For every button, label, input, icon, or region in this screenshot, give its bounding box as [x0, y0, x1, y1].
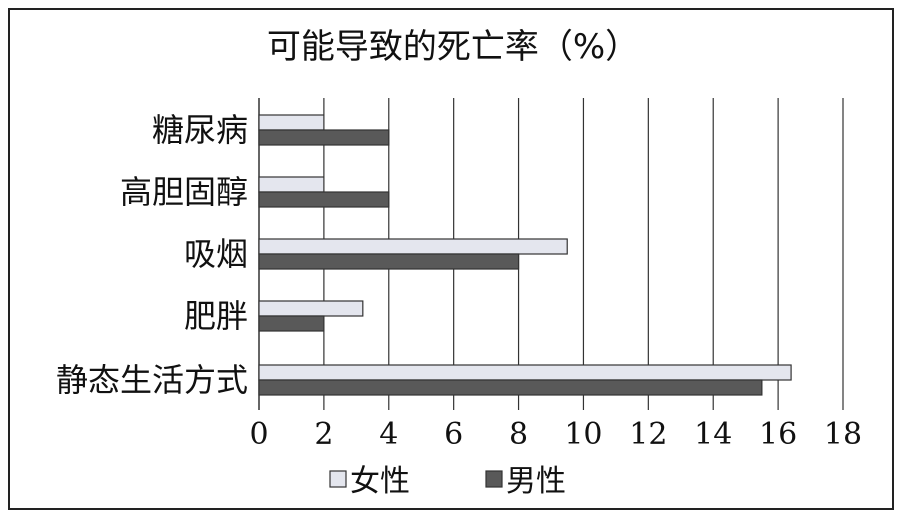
- tick-label: 10: [564, 417, 602, 452]
- tick-label: 18: [824, 417, 862, 452]
- bar: [259, 254, 519, 269]
- bars: [259, 115, 791, 395]
- tick-label: 16: [759, 417, 797, 452]
- tick-label: 0: [249, 417, 268, 452]
- category-label: 高胆固醇: [120, 173, 248, 211]
- tick-label: 4: [379, 417, 398, 452]
- tick-label: 8: [509, 417, 528, 452]
- category-label: 糖尿病: [152, 111, 248, 149]
- legend-label: 男性: [506, 464, 566, 499]
- chart-title: 可能导致的死亡率（%）: [267, 27, 639, 67]
- bar: [259, 365, 791, 380]
- legend-swatch: [486, 471, 502, 487]
- x-axis-ticks: 0 2 4 6 8 10 12 14 16 18: [249, 417, 862, 452]
- tick-label: 2: [314, 417, 333, 452]
- category-label: 肥胖: [184, 297, 248, 335]
- category-label: 吸烟: [184, 235, 248, 273]
- category-label: 静态生活方式: [56, 361, 248, 399]
- tick-label: 6: [444, 417, 463, 452]
- bar: [259, 177, 324, 192]
- bar: [259, 115, 324, 130]
- bar: [259, 192, 389, 207]
- bar: [259, 301, 363, 316]
- tick-label: 14: [694, 417, 732, 452]
- legend-label: 女性: [350, 464, 410, 499]
- tick-label: 12: [629, 417, 667, 452]
- bar: [259, 316, 324, 331]
- bar: [259, 239, 567, 254]
- bar: [259, 380, 762, 395]
- legend-swatch: [330, 471, 346, 487]
- bar: [259, 130, 389, 145]
- legend: 女性 男性: [330, 464, 566, 499]
